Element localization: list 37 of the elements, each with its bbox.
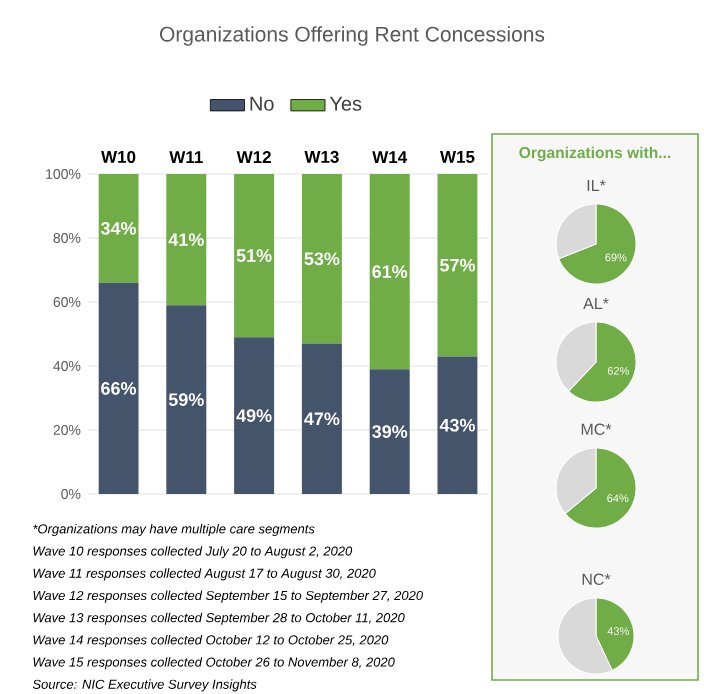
bar	[234, 337, 275, 494]
data-label: 51%	[236, 249, 272, 262]
legend-label: Yes	[329, 96, 362, 111]
bar	[166, 173, 207, 306]
chart-title: NC*	[582, 573, 611, 585]
x-tick-label: W10	[101, 150, 136, 163]
x-tick-label: W12	[236, 151, 271, 163]
data-label: 47%	[304, 412, 340, 426]
bar	[369, 369, 410, 494]
data-label: 61%	[372, 265, 408, 278]
data-label: 57%	[440, 258, 476, 272]
data-label: 34%	[100, 222, 137, 235]
bar	[437, 173, 478, 357]
data-label: 43%	[439, 418, 476, 432]
data-label: 49%	[236, 409, 272, 422]
x-tick-label: W13	[304, 150, 339, 163]
data-label: 66%	[101, 382, 137, 395]
chart-title: IL*	[587, 179, 606, 191]
bar	[437, 356, 478, 494]
data-label: 53%	[304, 252, 340, 266]
chart-title: AL*	[583, 297, 609, 309]
x-tick-label: W14	[372, 151, 408, 163]
data-label: 41%	[168, 233, 204, 246]
bar	[301, 173, 342, 344]
bar	[234, 173, 275, 338]
bar	[301, 343, 342, 494]
bar	[98, 173, 139, 283]
chart-title: MC*	[581, 423, 612, 435]
x-tick-label: W11	[169, 151, 203, 163]
bar	[369, 173, 410, 370]
chart-title: Organizations Offering Rent Concessions	[160, 26, 545, 46]
data-label: 59%	[168, 393, 204, 406]
data-label: 39%	[372, 425, 408, 438]
bar	[98, 282, 139, 494]
x-tick-label: W15	[440, 151, 475, 163]
legend-label: No	[250, 96, 274, 111]
bar	[166, 305, 207, 494]
